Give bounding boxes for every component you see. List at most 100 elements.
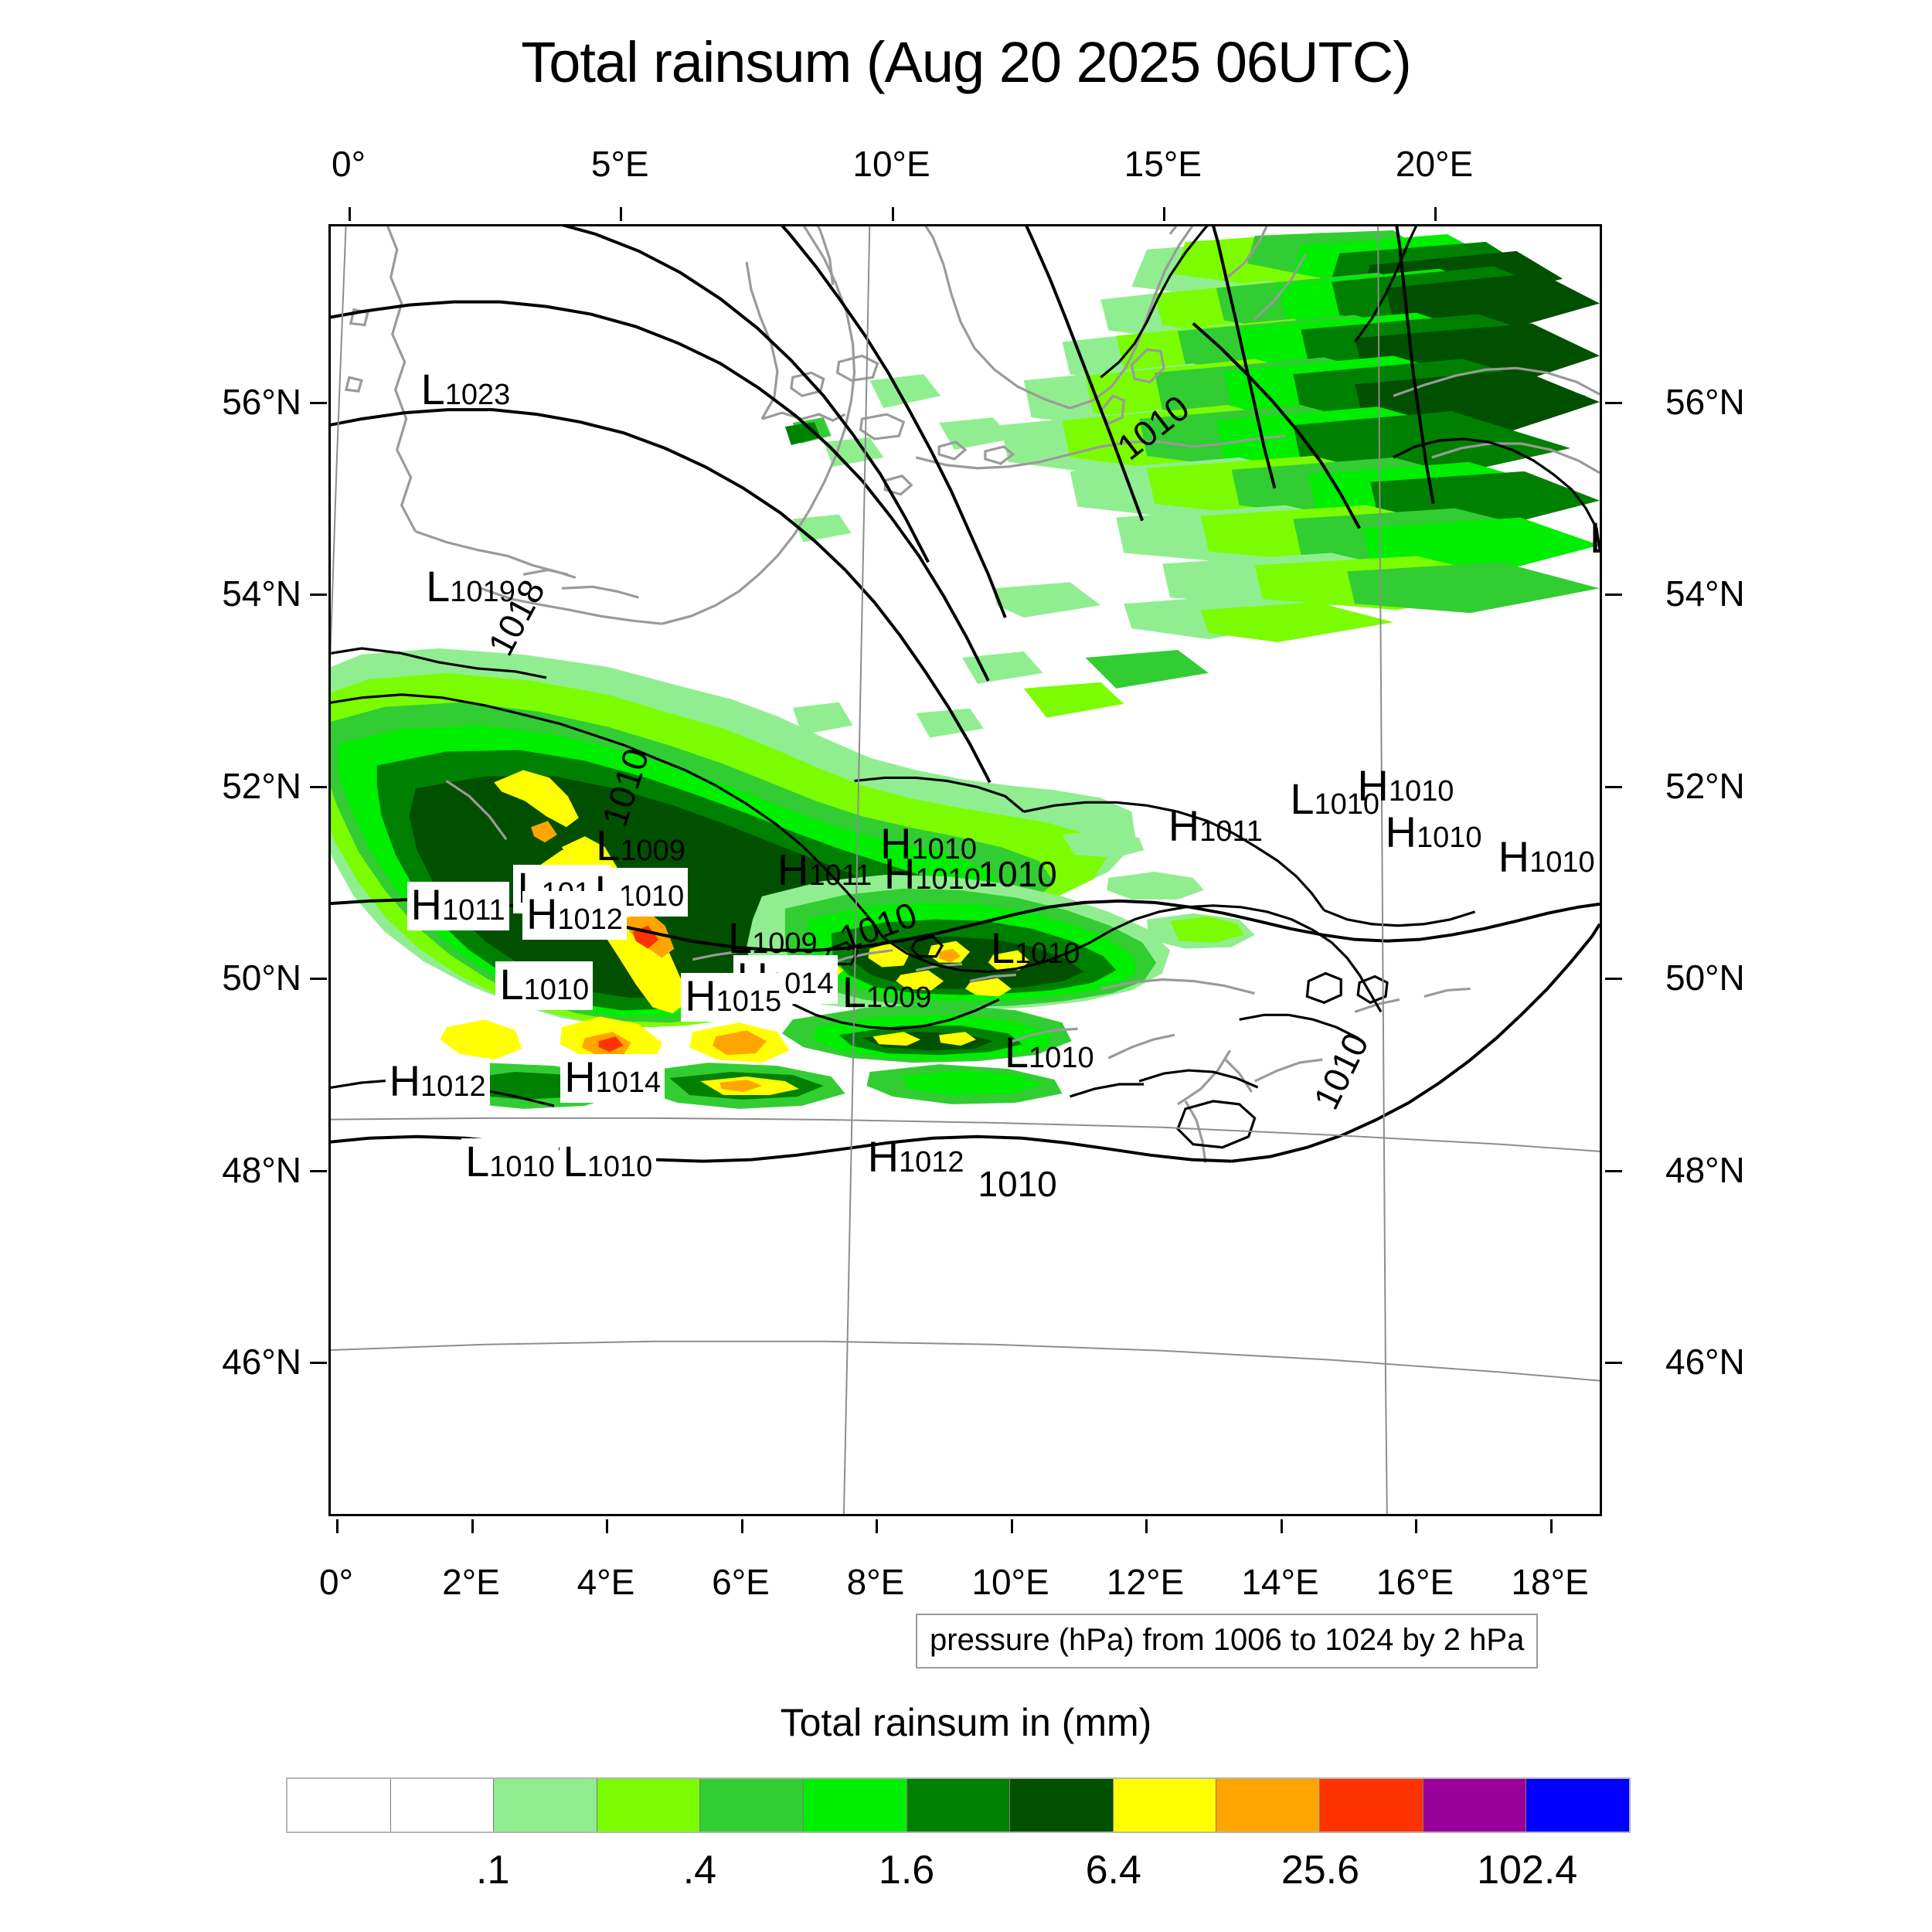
colorbar-segment-4 — [700, 1779, 804, 1832]
pressure-marker-value: 1014 — [595, 1066, 662, 1100]
colorbar-label-1: .4 — [682, 1848, 717, 1893]
pressure-marker-kind: H — [1168, 801, 1200, 851]
top-tickmark-2 — [891, 207, 894, 221]
bottom-tick-9: 18°E — [1511, 1562, 1589, 1602]
left-tick-5: 46°N — [222, 1342, 301, 1382]
colorbar-segment-3 — [597, 1779, 701, 1832]
pressure-marker-value: 1012 — [899, 1146, 964, 1179]
pressure-marker-h-26: H1012 — [868, 1135, 964, 1179]
left-tick-3: 50°N — [222, 957, 301, 998]
bottom-tick-6: 12°E — [1106, 1562, 1185, 1602]
pressure-marker-kind: H — [564, 1053, 596, 1102]
bottom-tickmark-4 — [876, 1519, 879, 1533]
pressure-marker-value: 1010 — [1529, 846, 1595, 879]
pressure-marker-value: 1012 — [557, 903, 623, 936]
top-tick-2: 10°E — [852, 144, 930, 184]
pressure-marker-h-12: H1010 — [1498, 835, 1595, 879]
pressure-marker-h-11: H1010 — [884, 852, 981, 896]
pressure-marker-value: 1010 — [1029, 1042, 1094, 1075]
colorbar-segment-7 — [1010, 1779, 1114, 1832]
colorbar-segment-8 — [1113, 1779, 1217, 1832]
top-tick-1: 5°E — [590, 144, 649, 184]
left-tick-1: 54°N — [222, 573, 301, 614]
pressure-marker-kind: L — [596, 821, 621, 870]
bottom-tick-3: 6°E — [712, 1562, 770, 1602]
left-tickmark-2 — [310, 785, 327, 788]
right-tickmark-2 — [1605, 785, 1622, 788]
colorbar-label-3: 6.4 — [1085, 1848, 1141, 1893]
top-tickmark-3 — [1162, 207, 1165, 221]
pressure-marker-h-14: H1012 — [522, 890, 627, 940]
bottom-tick-7: 14°E — [1241, 1562, 1319, 1602]
pressure-marker-kind: H — [410, 879, 442, 929]
top-tick-3: 15°E — [1124, 144, 1202, 184]
pressure-system-layer: L1023 L1019 L1010 H1010 H1011 H1010 H1010 L 1010… — [331, 226, 1600, 1514]
colorbar-segment-10 — [1320, 1779, 1423, 1832]
top-tickmark-1 — [620, 207, 623, 221]
bottom-tickmark-9 — [1549, 1519, 1553, 1533]
left-tickmark-1 — [310, 594, 327, 597]
pressure-marker-value: 1010 — [587, 1150, 653, 1183]
border-layer — [331, 226, 1600, 1163]
pressure-marker-value: 1011 — [441, 893, 505, 927]
precip-shading-layer — [331, 230, 1600, 1109]
pressure-marker-value: 1012 — [420, 1070, 486, 1104]
top-tickmark-0 — [349, 207, 351, 221]
pressure-marker-kind: L — [842, 967, 866, 1016]
bottom-tickmark-8 — [1415, 1519, 1418, 1533]
bottom-tick-0: 0° — [319, 1562, 353, 1602]
isobar-label-1: 1010 — [1109, 386, 1197, 468]
map-plot-area: L1023 L1019 L1010 H1010 H1011 H1010 H1010 L 1010… — [328, 224, 1602, 1516]
left-tickmark-4 — [310, 1169, 327, 1172]
pressure-marker-l-1: L1019 — [426, 565, 515, 608]
left-tick-2: 52°N — [222, 765, 301, 806]
colorbar-segment-6 — [906, 1779, 1011, 1832]
colorbar-segment-12 — [1526, 1779, 1629, 1832]
pressure-marker-value: 1019 — [450, 576, 515, 609]
bottom-tick-8: 16°E — [1376, 1562, 1454, 1602]
pressure-marker-value: 1009 — [752, 927, 818, 960]
pressure-marker-kind: L — [420, 365, 445, 414]
pressure-marker-l-24: L1010 — [461, 1138, 559, 1187]
right-tickmark-5 — [1605, 1362, 1622, 1364]
pressure-marker-value: 1010 — [1314, 788, 1380, 821]
top-tick-0: 0° — [332, 144, 366, 184]
map-canvas — [331, 226, 1600, 1514]
colorbar-label-4: 25.6 — [1281, 1848, 1360, 1893]
page-title: Total rainsum (Aug 20 2025 06UTC) — [521, 30, 1412, 94]
pressure-marker-value: 1010 — [911, 833, 977, 866]
isobar-label-layer: 1018 1010 1010 1010 1010 1010 1010 — [331, 226, 1600, 1514]
colorbar-segment-11 — [1423, 1779, 1527, 1832]
pressure-marker-kind: L — [727, 913, 753, 962]
left-tick-4: 48°N — [222, 1149, 301, 1190]
pressure-marker-kind: H — [777, 845, 809, 894]
colorbar-segment-1 — [390, 1779, 495, 1832]
right-tickmark-1 — [1605, 594, 1622, 597]
pressure-marker-l-19: L1009 — [842, 967, 932, 1016]
bottom-tickmark-6 — [1145, 1519, 1148, 1533]
pressure-marker-h-22: H1012 — [385, 1058, 490, 1107]
isobar-label-6: 1010 — [1305, 1026, 1377, 1115]
left-tickmark-0 — [310, 402, 327, 404]
pressure-marker-h-5: H1010 — [1386, 811, 1482, 854]
pressure-marker-kind: H — [1498, 832, 1530, 882]
left-tick-0: 56°N — [222, 382, 301, 422]
pressure-marker-kind: H — [879, 819, 912, 869]
colorbar-segment-5 — [804, 1779, 907, 1832]
right-tick-1: 54°N — [1665, 573, 1745, 614]
top-tick-4: 20°E — [1395, 144, 1474, 184]
bottom-tickmark-7 — [1280, 1519, 1283, 1533]
pressure-marker-value: 1010 — [915, 862, 981, 896]
pressure-marker-kind: L — [426, 562, 451, 611]
pressure-marker-value: 1010 — [523, 974, 590, 1007]
colorbar — [286, 1777, 1631, 1833]
right-tick-0: 56°N — [1665, 382, 1745, 422]
pressure-marker-l-21: L1010 — [1005, 1031, 1094, 1074]
colorbar-label-5: 102.4 — [1477, 1848, 1578, 1893]
right-tick-2: 52°N — [1665, 765, 1745, 806]
bottom-tickmark-5 — [1010, 1519, 1013, 1533]
colorbar-segment-0 — [287, 1779, 391, 1832]
pressure-marker-l-9: L1009 — [596, 824, 685, 867]
precip-region-baltic — [792, 230, 1600, 738]
isobar-label-2: 1010 — [594, 743, 657, 832]
